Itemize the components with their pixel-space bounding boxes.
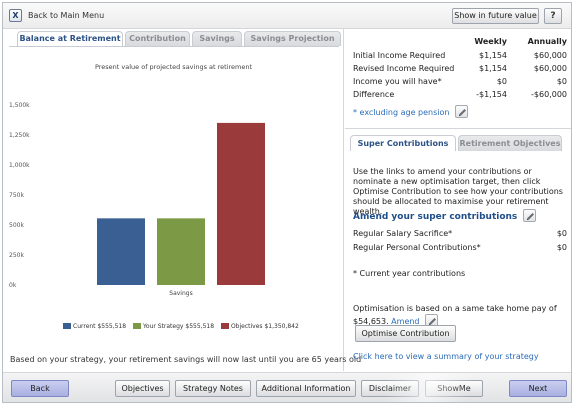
chart-title: Present value of projected savings at re… — [94, 63, 253, 71]
contribution-instructions: Use the links to amend your contribution… — [353, 167, 563, 216]
legend-swatch-your-strategy — [133, 323, 142, 329]
optimisation-basis: Optimisation is based on a same take hom… — [353, 304, 557, 326]
contribution-row-personal: Regular Personal Contributions* $0 — [353, 243, 567, 252]
contribution-value: $0 — [556, 229, 567, 238]
help-button[interactable]: ? — [544, 8, 562, 24]
contribution-row-salary-sacrifice: Regular Salary Sacrifice* $0 — [353, 229, 567, 238]
summary-row-revised-income: Revised Income Required $1,154 $60,000 — [353, 64, 567, 75]
annually-header: Annually — [527, 37, 567, 46]
legend-swatch-current — [63, 323, 71, 329]
legend-value-current: $555,518 — [97, 323, 127, 330]
tab-retirement-objectives[interactable]: Retirement Objectives — [458, 135, 562, 151]
strategy-tabs: Super Contributions Retirement Objective… — [345, 128, 571, 151]
legend-name-current: Current — [73, 323, 96, 330]
bar-current — [97, 218, 145, 285]
contribution-value: $0 — [556, 243, 567, 252]
summary-label: Income you will have* — [353, 77, 442, 86]
legend-item-current: Current $555,518 — [63, 323, 126, 330]
y-tick-label: 500k — [9, 222, 24, 229]
y-tick-label: 1,000k — [9, 162, 30, 169]
legend-value-objectives: $1,350,842 — [264, 323, 299, 330]
back-button[interactable]: Back — [11, 380, 69, 397]
summary-header-row: Weekly Annually — [353, 37, 567, 48]
y-tick-label: 0k — [9, 282, 17, 289]
next-button[interactable]: Next — [509, 380, 567, 397]
age-pension-link[interactable]: * excluding age pension — [353, 108, 450, 117]
legend-item-your-strategy: Your Strategy $555,518 — [133, 323, 214, 330]
savings-bar-chart: 0k 250k 500k 750k 1,000k 1,250k 1,500k Savings — [9, 102, 265, 297]
legend-name-your-strategy: Your Strategy — [143, 323, 184, 330]
chart-panel: Balance at Retirement Contribution Savin… — [3, 29, 361, 371]
show-in-future-value-button[interactable]: Show in future value — [452, 8, 539, 24]
summary-row-initial-income: Initial Income Required $1,154 $60,000 — [353, 51, 567, 62]
bottom-navigation-bar: Back Objectives Strategy Notes Additiona… — [3, 372, 571, 402]
amend-take-home-link[interactable]: Amend — [391, 317, 420, 326]
strategy-summary-link[interactable]: Click here to view a summary of your str… — [353, 352, 539, 361]
bar-objectives — [217, 122, 265, 285]
additional-information-button[interactable]: Additional Information — [256, 380, 356, 397]
chart-legend: Current $555,518 Your Strategy $555,518 … — [63, 323, 304, 330]
bar-your-strategy — [157, 218, 205, 285]
weekly-header: Weekly — [474, 37, 507, 46]
close-button[interactable]: X — [9, 9, 22, 22]
tab-balance-at-retirement[interactable]: Balance at Retirement — [17, 31, 123, 47]
amend-contributions-heading: Amend your super contributions — [353, 209, 537, 222]
strategy-notes-button[interactable]: Strategy Notes — [175, 380, 251, 397]
disclaimer-button[interactable]: Disclaimer — [361, 380, 419, 397]
top-bar: X Back to Main Menu Show in future value… — [3, 3, 571, 29]
age-pension-note: * excluding age pension — [353, 105, 469, 118]
contribution-label: Regular Salary Sacrifice* — [353, 229, 453, 238]
retirement-result-text: Based on your strategy, your retirement … — [10, 355, 362, 364]
amend-contributions-title: Amend your super contributions — [353, 212, 518, 222]
summary-annual-value: -$60,000 — [531, 90, 567, 99]
edit-pencil-icon[interactable] — [455, 105, 469, 118]
summary-label: Revised Income Required — [353, 64, 455, 73]
summary-annual-value: $0 — [556, 77, 567, 86]
tab-super-contributions[interactable]: Super Contributions — [350, 135, 456, 151]
summary-label: Initial Income Required — [353, 51, 446, 60]
strategy-panel: Weekly Annually Initial Income Required … — [345, 29, 571, 371]
legend-item-objectives: Objectives $1,350,842 — [220, 323, 299, 330]
summary-weekly-value: $1,154 — [479, 64, 507, 73]
x-axis-category-label: Savings — [169, 290, 192, 297]
legend-value-your-strategy: $555,518 — [185, 323, 215, 330]
summary-weekly-value: $1,154 — [479, 51, 507, 60]
summary-weekly-value: $0 — [496, 77, 507, 86]
y-tick-label: 750k — [9, 192, 24, 199]
summary-weekly-value: -$1,154 — [476, 90, 507, 99]
contribution-label: Regular Personal Contributions* — [353, 243, 481, 252]
tab-underline — [9, 46, 339, 47]
tab-savings-projection[interactable]: Savings Projection — [244, 31, 341, 46]
tab-contribution[interactable]: Contribution — [125, 31, 190, 46]
y-tick-label: 1,250k — [9, 132, 30, 139]
legend-name-objectives: Objectives — [230, 323, 263, 330]
y-tick-label: 250k — [9, 252, 24, 259]
summary-row-income-you-will-have: Income you will have* $0 $0 — [353, 77, 567, 88]
tab-savings[interactable]: Savings — [192, 31, 242, 46]
showme-button[interactable]: ShowMe — [425, 380, 483, 397]
optimisation-text: Optimisation is based on a same take hom… — [353, 304, 567, 327]
summary-label: Difference — [353, 90, 395, 99]
current-year-note: * Current year contributions — [353, 269, 466, 278]
optimise-contribution-button[interactable]: Optimise Contribution — [355, 325, 456, 342]
legend-swatch-objectives — [220, 323, 229, 329]
summary-annual-value: $60,000 — [533, 51, 567, 60]
edit-pencil-icon[interactable] — [523, 209, 537, 222]
summary-row-difference: Difference -$1,154 -$60,000 — [353, 90, 567, 101]
objectives-button[interactable]: Objectives — [115, 380, 170, 397]
y-tick-label: 1,500k — [9, 102, 30, 109]
back-to-main-menu-link[interactable]: Back to Main Menu — [28, 11, 105, 20]
summary-annual-value: $60,000 — [533, 64, 567, 73]
